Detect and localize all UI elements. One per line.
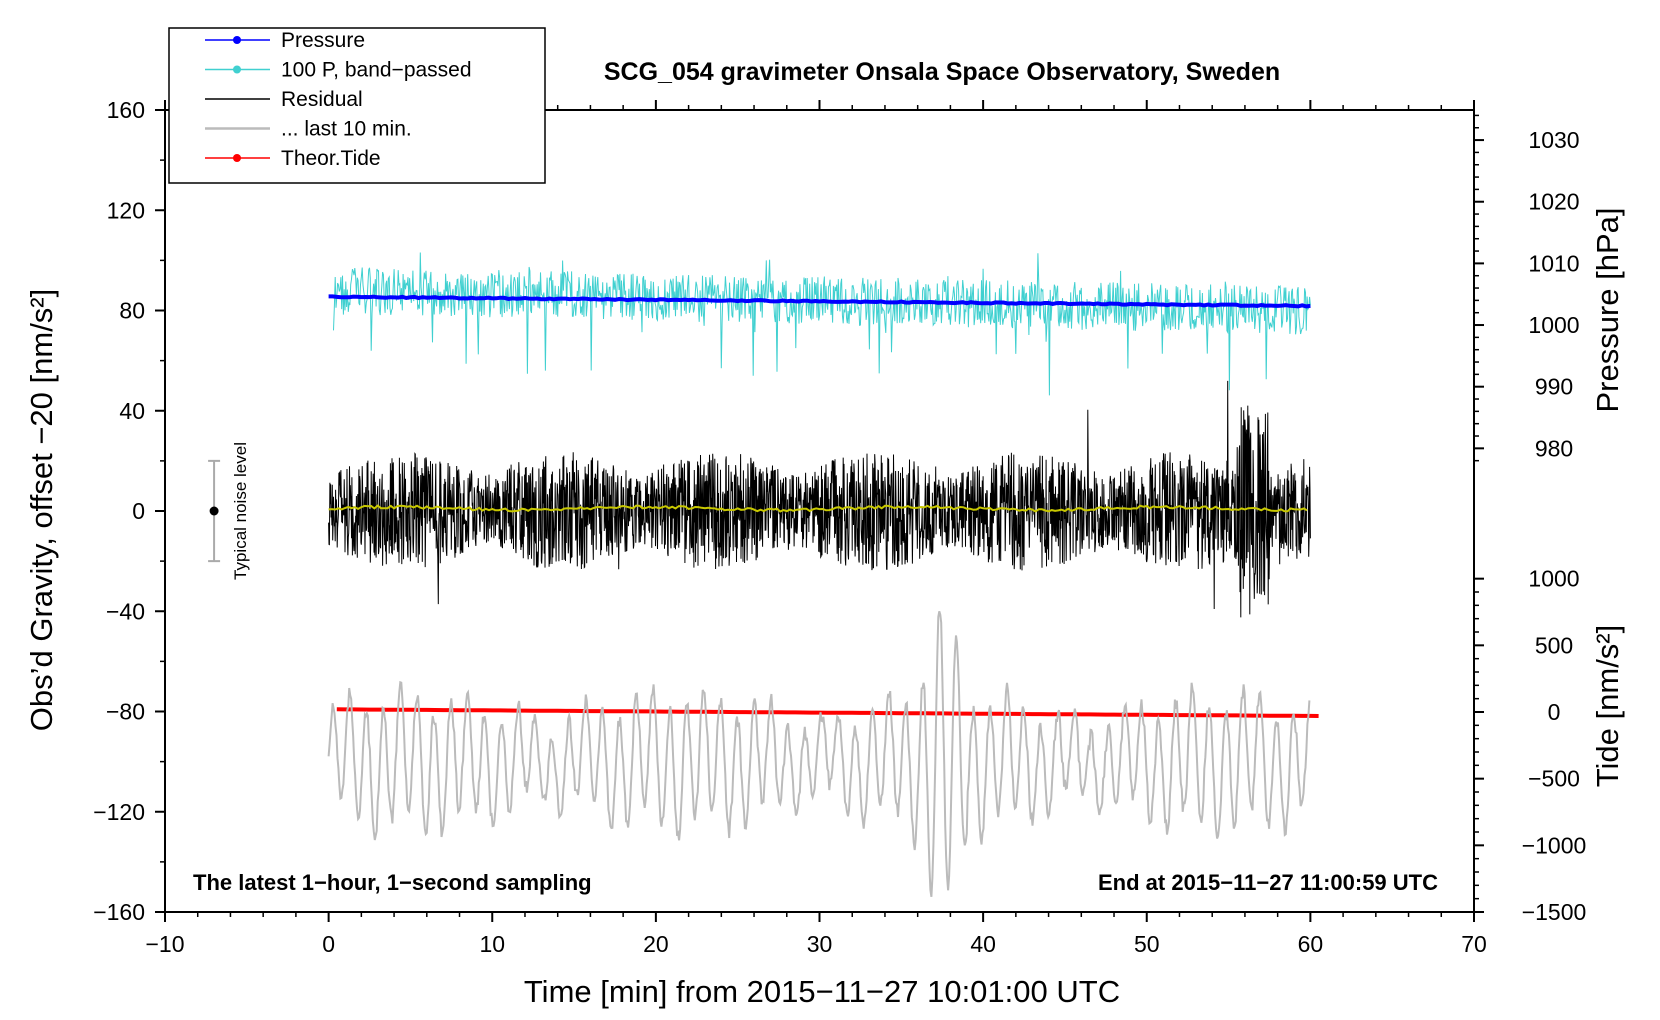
pressure-axis-label: Pressure [hPa] <box>1590 207 1625 412</box>
legend-label: Residual <box>281 88 363 111</box>
tide-tick-label: −1500 <box>1522 899 1587 925</box>
y-axis-left-label: Obs’d Gravity, offset −20 [nm/s²] <box>24 289 59 732</box>
series-band-passed <box>333 252 1311 396</box>
legend-label: Theor.Tide <box>281 147 381 170</box>
x-tick-label: 40 <box>970 931 996 957</box>
x-tick-label: 50 <box>1134 931 1160 957</box>
pressure-tick-label: 1030 <box>1528 127 1579 153</box>
series-theor-tide <box>336 707 1319 718</box>
y-tick-label: 160 <box>107 97 145 123</box>
tide-tick-label: 500 <box>1535 632 1573 658</box>
tide-axis-label: Tide [nm/s²] <box>1590 625 1625 788</box>
y-tick-label: −160 <box>93 899 145 925</box>
y-tick-label: −40 <box>106 598 145 624</box>
y-tick-label: −120 <box>93 799 145 825</box>
y-axis-left: 160 120 80 40 0 −40 −80 −120 −160 <box>93 97 165 925</box>
tide-tick-label: 0 <box>1548 699 1561 725</box>
x-tick-label: 70 <box>1461 931 1487 957</box>
x-tick-label: 10 <box>479 931 505 957</box>
legend-label: ... last 10 min. <box>281 118 412 141</box>
y-tick-label: 0 <box>132 498 145 524</box>
pressure-tick-label: 980 <box>1535 435 1573 461</box>
annotation-sampling: The latest 1−hour, 1−second sampling <box>193 870 592 895</box>
pressure-tick-label: 1010 <box>1528 250 1579 276</box>
chart-title: SCG_054 gravimeter Onsala Space Observat… <box>604 58 1280 86</box>
legend-marker <box>233 65 241 74</box>
x-tick-label: 20 <box>643 931 669 957</box>
tide-tick-label: 1000 <box>1528 566 1579 592</box>
noise-level-indicator: Typical noise level <box>208 442 250 580</box>
legend-box <box>168 27 546 184</box>
series-residual-mean <box>328 504 1308 513</box>
annotation-end-time: End at 2015−11−27 11:00:59 UTC <box>1098 870 1438 895</box>
pressure-tick-label: 1000 <box>1528 312 1579 338</box>
pressure-tick-label: 1020 <box>1528 189 1579 215</box>
legend-marker <box>233 154 241 162</box>
x-tick-label: −10 <box>145 931 184 957</box>
tide-tick-label: −1000 <box>1522 832 1587 858</box>
y-tick-label: −80 <box>106 699 145 725</box>
x-axis: −10 0 10 20 30 40 50 60 70 <box>145 100 1487 957</box>
legend-marker <box>233 36 241 44</box>
y-tick-label: 120 <box>107 197 145 223</box>
y-tick-label: 40 <box>119 398 145 424</box>
x-tick-label: 30 <box>807 931 833 957</box>
x-tick-label: 60 <box>1298 931 1324 957</box>
x-axis-label: Time [min] from 2015−11−27 10:01:00 UTC <box>524 974 1120 1009</box>
y-tick-label: 80 <box>119 298 145 324</box>
y-axis-tide: 1000 500 0 −500 −1000 −1500 <box>1474 566 1586 925</box>
pressure-tick-label: 990 <box>1535 374 1573 400</box>
series-group <box>327 252 1319 897</box>
series-pressure <box>328 294 1311 309</box>
noise-label: Typical noise level <box>231 442 250 580</box>
x-tick-label: 0 <box>322 931 335 957</box>
series-last-10-min <box>327 611 1311 897</box>
tide-tick-label: −500 <box>1528 766 1580 792</box>
y-axis-pressure: 1030 1020 1010 1000 990 980 <box>1474 114 1580 462</box>
legend-label: 100 P, band−passed <box>281 59 472 82</box>
noise-dot <box>209 506 219 516</box>
legend-label: Pressure <box>281 29 365 52</box>
series-residual <box>328 380 1311 618</box>
legend: Pressure 100 P, band−passed Residual ... la… <box>168 27 546 184</box>
